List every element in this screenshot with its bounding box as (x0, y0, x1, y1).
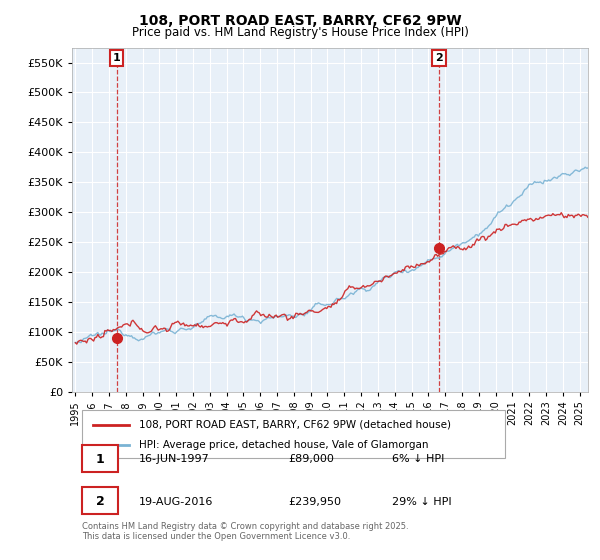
Text: 108, PORT ROAD EAST, BARRY, CF62 9PW (detached house): 108, PORT ROAD EAST, BARRY, CF62 9PW (de… (139, 419, 451, 430)
Text: HPI: Average price, detached house, Vale of Glamorgan: HPI: Average price, detached house, Vale… (139, 440, 428, 450)
Text: Contains HM Land Registry data © Crown copyright and database right 2025.
This d: Contains HM Land Registry data © Crown c… (82, 521, 409, 541)
FancyBboxPatch shape (82, 487, 118, 514)
Text: £89,000: £89,000 (289, 454, 335, 464)
Text: 19-AUG-2016: 19-AUG-2016 (139, 497, 214, 507)
Text: 1: 1 (113, 53, 121, 63)
Text: 1: 1 (96, 452, 105, 466)
Text: 2: 2 (96, 495, 105, 508)
Text: 6% ↓ HPI: 6% ↓ HPI (392, 454, 444, 464)
Text: 29% ↓ HPI: 29% ↓ HPI (392, 497, 452, 507)
Text: 2: 2 (435, 53, 443, 63)
Text: £239,950: £239,950 (289, 497, 342, 507)
Text: 108, PORT ROAD EAST, BARRY, CF62 9PW: 108, PORT ROAD EAST, BARRY, CF62 9PW (139, 14, 461, 28)
FancyBboxPatch shape (82, 410, 505, 458)
Text: 16-JUN-1997: 16-JUN-1997 (139, 454, 210, 464)
FancyBboxPatch shape (82, 445, 118, 472)
Text: Price paid vs. HM Land Registry's House Price Index (HPI): Price paid vs. HM Land Registry's House … (131, 26, 469, 39)
